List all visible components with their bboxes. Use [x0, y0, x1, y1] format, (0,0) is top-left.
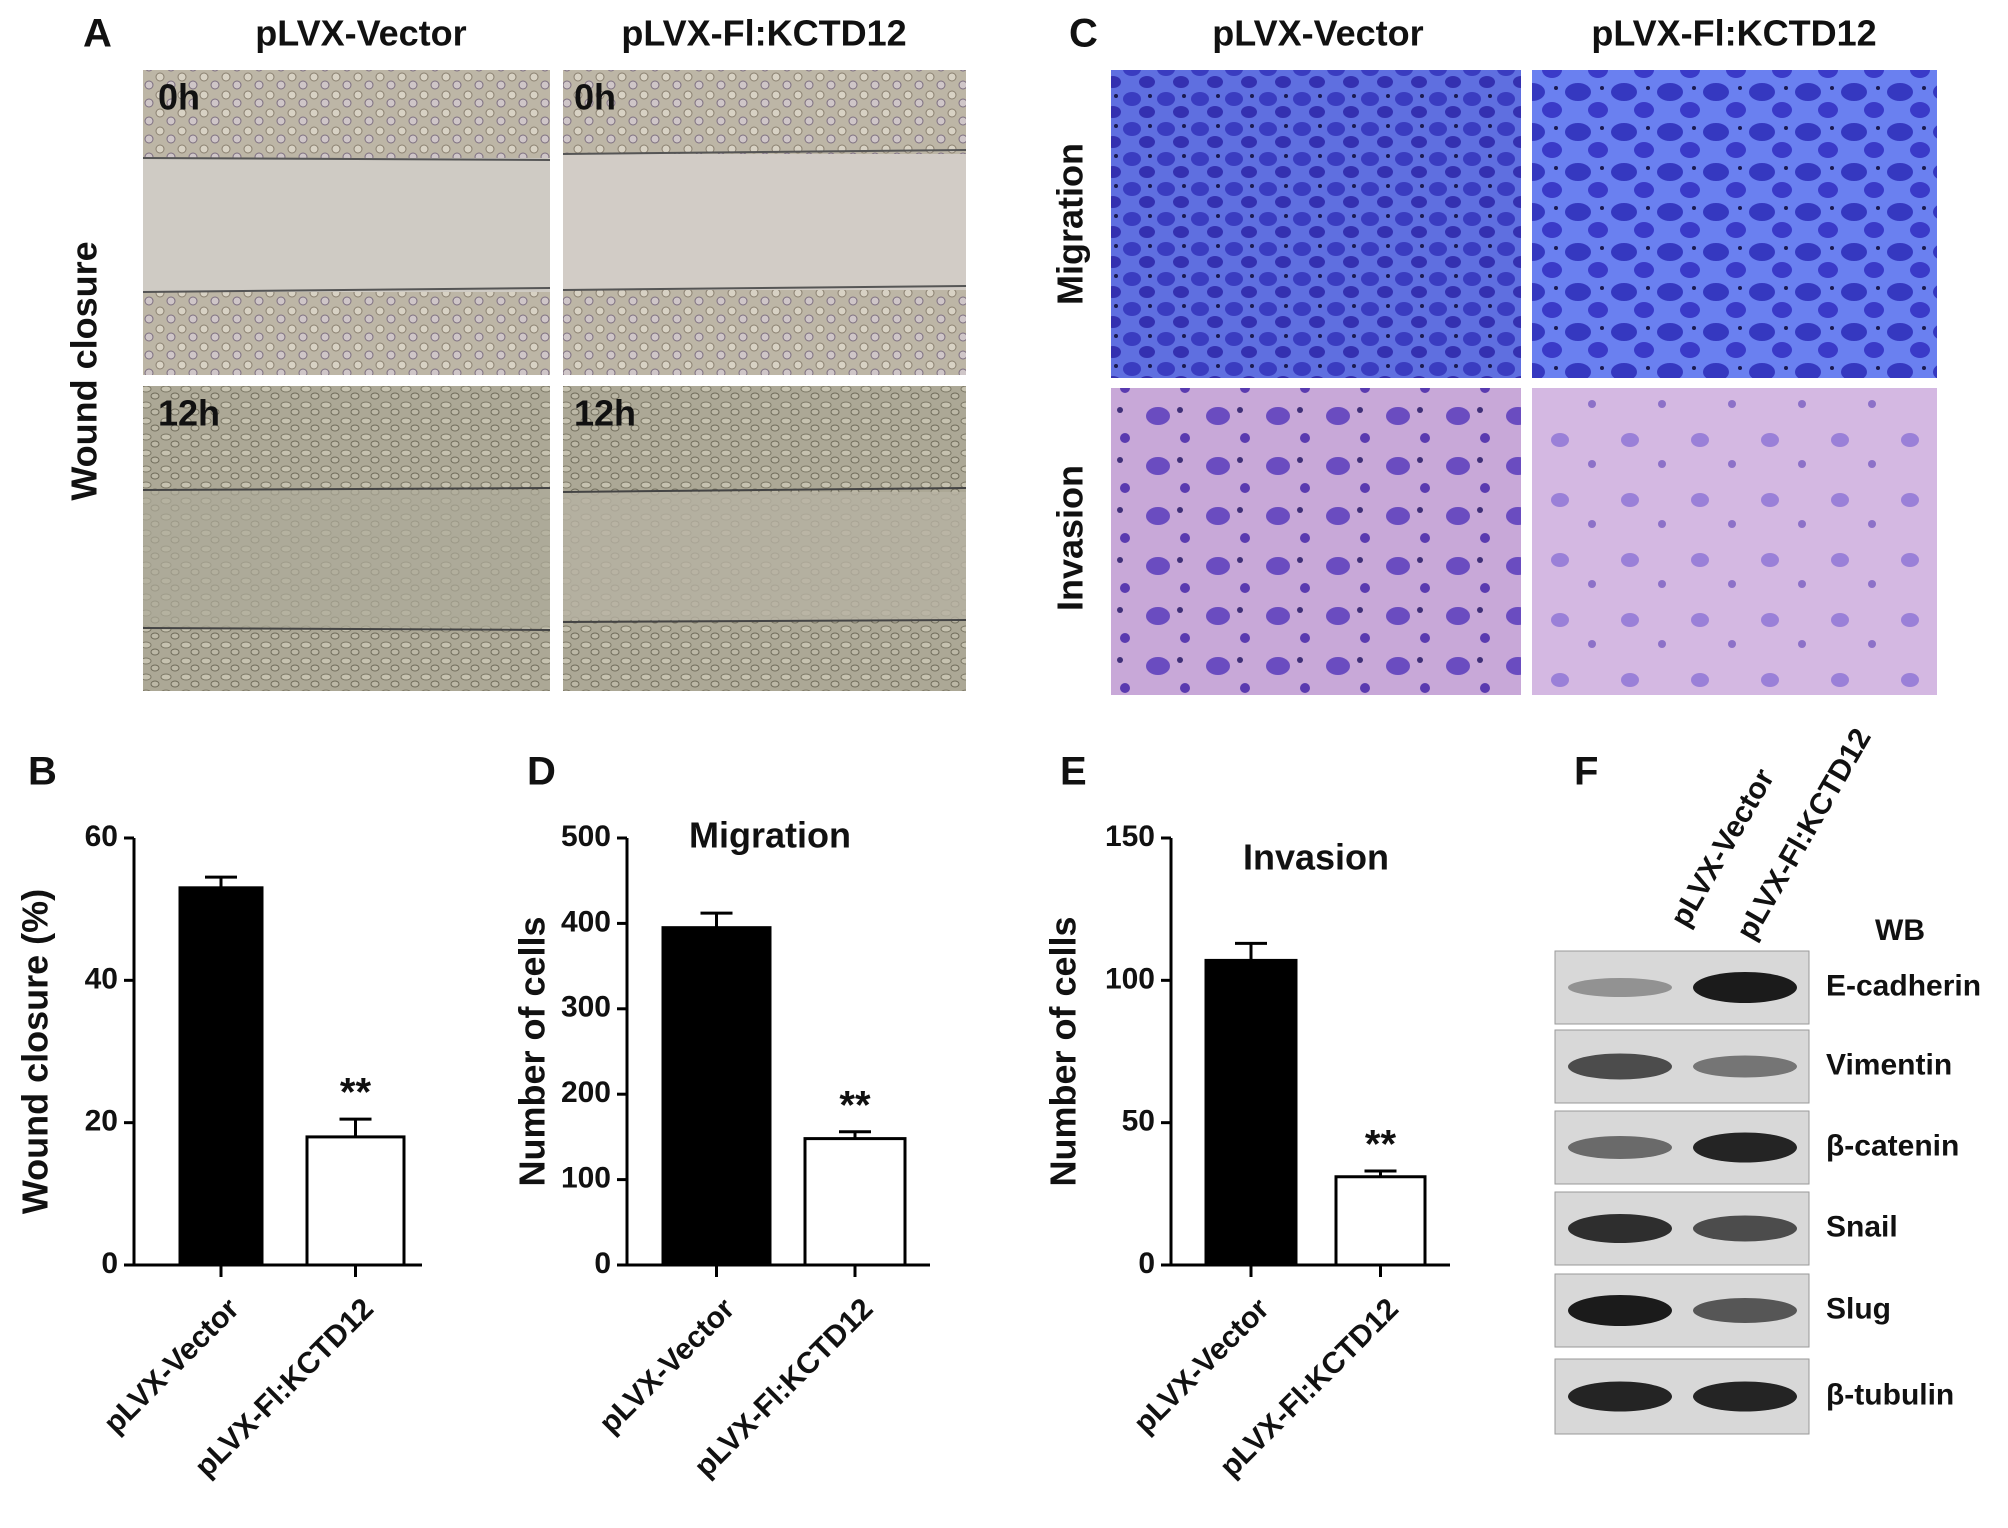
- blot-band: [1693, 1215, 1797, 1242]
- y-tick-label: 40: [85, 962, 118, 995]
- chart-title: Migration: [689, 815, 851, 856]
- blot-header: WB: [1875, 914, 1925, 947]
- lane-label: pLVX-Fl:KCTD12: [1730, 723, 1877, 945]
- x-tick-label: pLVX-Vector: [593, 1292, 741, 1440]
- y-tick-label: 0: [594, 1247, 611, 1280]
- significance: **: [1365, 1123, 1397, 1167]
- blot-band: [1693, 1055, 1797, 1078]
- y-axis-label: Number of cells: [1043, 916, 1084, 1186]
- bar: [178, 886, 264, 1267]
- y-tick-label: 200: [561, 1076, 611, 1109]
- chart-title: Invasion: [1243, 837, 1389, 878]
- blot-band: [1693, 1381, 1797, 1412]
- y-tick-label: 60: [85, 820, 118, 853]
- y-tick-label: 20: [85, 1105, 118, 1138]
- column-header: pLVX-Vector: [255, 13, 466, 54]
- row-label: Migration: [1050, 143, 1091, 305]
- panel-label: C: [1069, 12, 1098, 56]
- blot-band: [1568, 1381, 1672, 1412]
- column-header: pLVX-Fl:KCTD12: [621, 13, 906, 54]
- y-tick-label: 100: [1105, 962, 1155, 995]
- bar: [803, 1137, 907, 1267]
- blot-band: [1568, 1214, 1672, 1243]
- band-label: Snail: [1826, 1210, 1898, 1243]
- panel-label: E: [1060, 750, 1087, 794]
- bar: [1204, 958, 1298, 1267]
- y-axis-label: Wound closure (%): [15, 889, 56, 1214]
- panel-label: F: [1574, 750, 1598, 794]
- time-label: 0h: [574, 77, 616, 118]
- micrograph: [1111, 70, 1937, 695]
- y-tick-label: 50: [1122, 1105, 1155, 1138]
- row-label: Wound closure: [64, 241, 105, 500]
- blot-band: [1568, 978, 1672, 997]
- blot-band: [1693, 1298, 1797, 1323]
- bar: [661, 926, 772, 1267]
- y-axis-label: Number of cells: [512, 916, 553, 1186]
- y-tick-label: 300: [561, 991, 611, 1024]
- blot-band: [1568, 1053, 1672, 1080]
- panel-label: D: [527, 750, 556, 794]
- y-tick-label: 400: [561, 905, 611, 938]
- micrograph: [142, 70, 967, 691]
- y-tick-label: 150: [1105, 820, 1155, 853]
- y-tick-label: 100: [561, 1162, 611, 1195]
- time-label: 0h: [158, 77, 200, 118]
- band-label: β-tubulin: [1826, 1378, 1954, 1411]
- band-label: E-cadherin: [1826, 969, 1981, 1002]
- significance: **: [340, 1071, 372, 1115]
- column-header: pLVX-Fl:KCTD12: [1591, 13, 1876, 54]
- y-tick-label: 0: [1138, 1247, 1155, 1280]
- time-label: 12h: [574, 393, 636, 434]
- blot-band: [1568, 1295, 1672, 1326]
- significance: **: [839, 1083, 871, 1127]
- x-tick-label: pLVX-Vector: [1128, 1292, 1276, 1440]
- time-label: 12h: [158, 393, 220, 434]
- band-label: Slug: [1826, 1292, 1891, 1325]
- band-label: β-catenin: [1826, 1129, 1959, 1162]
- x-tick-label: pLVX-Vector: [98, 1292, 246, 1440]
- panel-label: B: [28, 750, 57, 794]
- band-label: Vimentin: [1826, 1048, 1952, 1081]
- blot-band: [1568, 1136, 1672, 1159]
- bar: [1334, 1175, 1427, 1267]
- blot-band: [1693, 1132, 1797, 1163]
- blot-band: [1693, 972, 1797, 1003]
- bar: [305, 1135, 406, 1267]
- y-tick-label: 500: [561, 820, 611, 853]
- panel-label: A: [83, 12, 112, 56]
- column-header: pLVX-Vector: [1212, 13, 1423, 54]
- row-label: Invasion: [1050, 465, 1091, 611]
- western-blot: [1554, 950, 1810, 1435]
- y-tick-label: 0: [101, 1247, 118, 1280]
